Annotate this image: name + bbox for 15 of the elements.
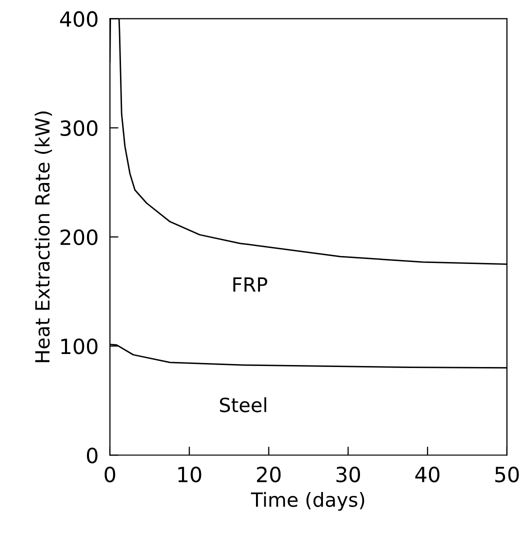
x-tick-label: 10 [178,466,202,482]
series-label: Steel [220,397,266,412]
y-tick-label: 300 [60,120,98,136]
x-tick-label: 40 [415,466,440,482]
y-tick-label: 200 [60,229,98,246]
x-tick-label: 30 [336,466,360,482]
y-axis-title: Heat Extraction Rate (kW) [34,112,52,362]
y-tick-label: 400 [60,11,98,27]
x-axis-title: Time (days) [250,492,364,511]
y-tick-label: 0 [86,448,98,464]
y-tick-label: 100 [61,338,98,354]
x-tick-label: 20 [257,466,281,482]
x-tick-label: 50 [495,466,519,482]
series-label: FRP [233,277,268,292]
x-tick-label: 0 [104,466,116,482]
